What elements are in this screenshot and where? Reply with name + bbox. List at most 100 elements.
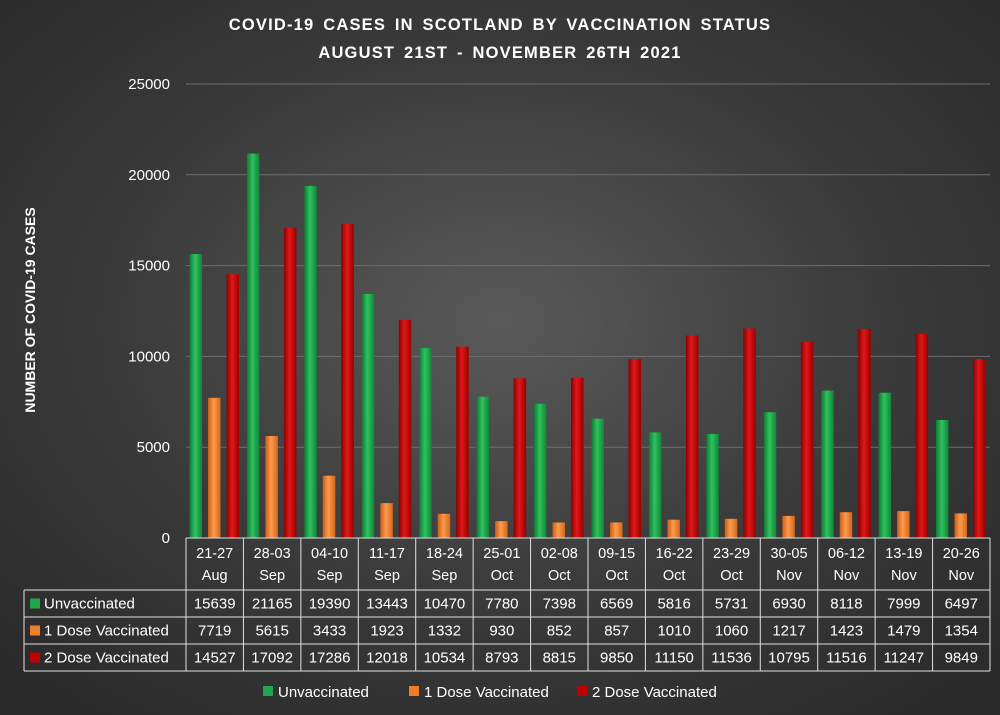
category-label: 25-01 (483, 546, 520, 562)
bar-1-dose-vaccinated (667, 519, 680, 538)
data-label: 13443 (366, 596, 408, 613)
y-tick-label: 5000 (137, 439, 170, 456)
bar-unvaccinated (304, 185, 317, 538)
y-tick-label: 0 (162, 530, 170, 547)
bar-1-dose-vaccinated (380, 503, 393, 538)
category-label: Nov (776, 568, 803, 584)
row-key-swatch (30, 625, 40, 636)
category-label: 06-12 (828, 546, 865, 562)
y-axis-label: NUMBER OF COVID-19 CASES (22, 207, 38, 412)
bar-2-dose-vaccinated (685, 335, 699, 538)
bar-2-dose-vaccinated (226, 274, 239, 538)
category-label: Oct (663, 568, 686, 584)
category-label: Nov (891, 568, 918, 584)
bar-2-dose-vaccinated (628, 359, 641, 538)
bars (189, 153, 986, 538)
data-table: 21-27 Aug 28-03 Sep 04-10 Sep 11-17 Sep 18-24 Sep… (23, 537, 991, 672)
data-label: 5731 (715, 596, 748, 613)
bar-2-dose-vaccinated (858, 328, 871, 538)
category-label: Sep (374, 568, 400, 584)
data-label: 857 (604, 623, 629, 640)
row-label: 2 Dose Vaccinated (44, 650, 169, 667)
bar-unvaccinated (648, 432, 662, 538)
category-label: Sep (432, 568, 458, 584)
category-label: 30-05 (770, 546, 807, 562)
data-label: 1332 (428, 623, 461, 640)
data-label: 9850 (600, 650, 633, 667)
data-label: 10534 (424, 650, 466, 667)
y-axis-ticks: 0 5000 10000 15000 20000 25000 (128, 76, 170, 547)
data-label: 12018 (366, 650, 408, 667)
data-label: 8815 (543, 650, 576, 667)
category-label: 16-22 (656, 546, 693, 562)
y-tick-label: 25000 (128, 76, 170, 93)
legend-swatch (263, 686, 273, 696)
data-label: 15639 (194, 596, 236, 613)
bar-2-dose-vaccinated (973, 359, 986, 538)
data-label: 1479 (887, 623, 920, 640)
bar-1-dose-vaccinated (208, 397, 221, 538)
category-label: 13-19 (885, 546, 922, 562)
data-label: 9849 (945, 650, 978, 667)
data-label: 7719 (198, 623, 231, 640)
legend-label: 2 Dose Vaccinated (592, 684, 717, 701)
legend: Unvaccinated 1 Dose Vaccinated 2 Dose Vacc… (263, 684, 717, 701)
data-label: 8793 (485, 650, 518, 667)
data-label: 3433 (313, 623, 346, 640)
category-label: 28-03 (254, 546, 291, 562)
data-label: 1217 (772, 623, 805, 640)
category-label: Oct (548, 568, 571, 584)
data-label: 1060 (715, 623, 748, 640)
bar-unvaccinated (476, 396, 490, 538)
bar-1-dose-vaccinated (437, 513, 451, 538)
category-label: 04-10 (311, 546, 348, 562)
data-label: 1010 (657, 623, 690, 640)
bar-1-dose-vaccinated (782, 515, 795, 538)
bar-unvaccinated (246, 153, 260, 538)
category-label: 21-27 (196, 546, 233, 562)
data-label: 1423 (830, 623, 863, 640)
bar-unvaccinated (706, 433, 719, 538)
data-label: 6497 (945, 596, 978, 613)
bar-unvaccinated (763, 412, 777, 538)
data-label: 17286 (309, 650, 351, 667)
bar-unvaccinated (936, 420, 949, 538)
y-tick-label: 20000 (128, 167, 170, 184)
category-label: Oct (605, 568, 628, 584)
legend-swatch (409, 686, 419, 696)
bar-1-dose-vaccinated (265, 436, 278, 538)
bar-unvaccinated (534, 403, 547, 538)
data-label: 17092 (251, 650, 293, 667)
data-label: 10795 (768, 650, 810, 667)
data-label: 7780 (485, 596, 518, 613)
bar-1-dose-vaccinated (495, 521, 508, 538)
bar-1-dose-vaccinated (839, 512, 853, 538)
data-label: 852 (547, 623, 572, 640)
bar-unvaccinated (189, 254, 202, 538)
data-label: 930 (489, 623, 514, 640)
category-label: Oct (720, 568, 743, 584)
category-label: 11-17 (369, 546, 405, 562)
bar-2-dose-vaccinated (341, 224, 354, 538)
bar-1-dose-vaccinated (954, 513, 967, 538)
data-label: 11247 (884, 650, 925, 667)
bar-2-dose-vaccinated (283, 227, 297, 538)
category-label: Sep (259, 568, 285, 584)
bar-1-dose-vaccinated (610, 522, 623, 538)
category-label: Nov (834, 568, 861, 584)
data-label: 14527 (194, 650, 236, 667)
bar-unvaccinated (591, 418, 604, 538)
data-label: 11150 (654, 650, 694, 667)
data-label: 5816 (657, 596, 690, 613)
legend-swatch (577, 686, 587, 696)
data-label: 1354 (945, 623, 978, 640)
category-label: 23-29 (713, 546, 750, 562)
bar-2-dose-vaccinated (800, 342, 814, 538)
bar-2-dose-vaccinated (456, 346, 469, 538)
bar-2-dose-vaccinated (571, 377, 584, 538)
bar-2-dose-vaccinated (743, 328, 756, 538)
data-label: 6930 (772, 596, 805, 613)
category-label: 18-24 (426, 546, 463, 562)
bar-2-dose-vaccinated (915, 333, 929, 538)
